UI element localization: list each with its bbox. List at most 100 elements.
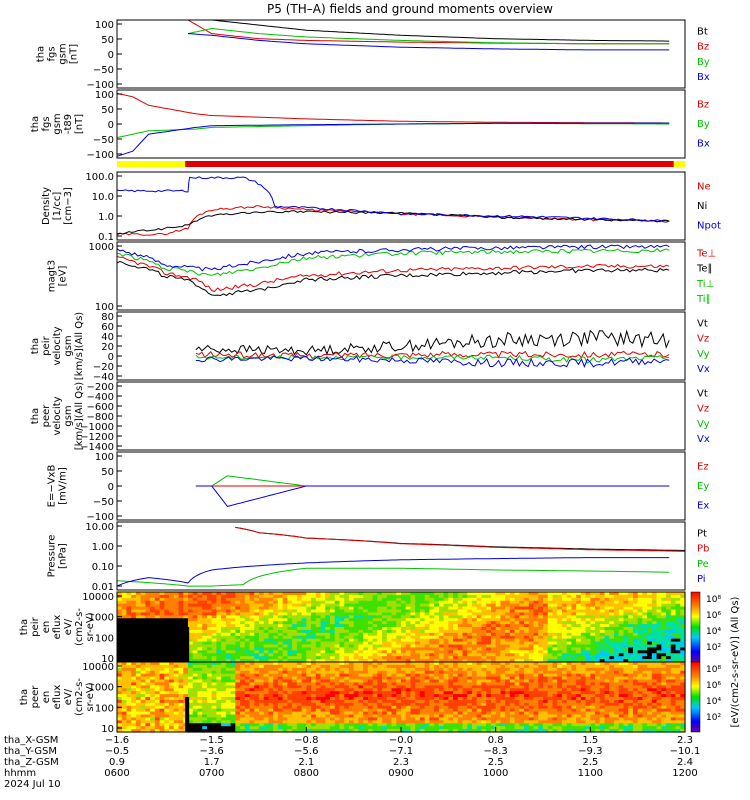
ytick-label: 0 xyxy=(108,482,114,493)
ylabel-line: tha xyxy=(30,408,41,424)
ylabel-line: [nT] xyxy=(69,44,80,64)
ytick-label: −40 xyxy=(93,372,114,383)
xtick-xgsm: 1.5 xyxy=(582,735,598,746)
legend-Bx: Bx xyxy=(697,72,710,83)
ytick-label: −100 xyxy=(87,80,114,91)
xtick-hhmm: 1100 xyxy=(578,768,603,779)
ylabel-line: tha xyxy=(30,338,41,354)
ytick-label: 10 xyxy=(101,654,114,665)
ylabel-line: eflux xyxy=(52,685,63,710)
ylabel-line: sr-eV) xyxy=(85,612,96,641)
ytick-label: 20 xyxy=(101,342,114,353)
xtick-zgsm: 2.3 xyxy=(393,757,409,768)
colorbar-tick: 10² xyxy=(706,713,721,723)
legend-Pt: Pt xyxy=(697,529,707,540)
ylabel-line: gsm xyxy=(63,405,74,426)
legend-Bt: Bt xyxy=(697,27,708,38)
ylabel-line: [km/s](All Qs) xyxy=(74,312,85,380)
legend-Ti∥: Ti∥ xyxy=(696,294,711,305)
ylabel-line: peer xyxy=(30,685,41,709)
legend-Pi: Pi xyxy=(697,574,706,585)
ytick-label: −1000 xyxy=(80,422,114,433)
ylabel-line: (cm2-s- xyxy=(74,678,85,716)
ytick-label: 1000 xyxy=(89,242,114,253)
ytick-label: 0 xyxy=(108,120,114,131)
legend-Bx: Bx xyxy=(697,138,710,149)
colorbar-tick: 10⁴ xyxy=(706,697,721,707)
colorbar-1 xyxy=(690,661,701,733)
panel-frame-peer_velocity xyxy=(116,381,686,451)
ylabel-line: Density xyxy=(41,187,52,225)
ytick-label: −800 xyxy=(87,412,114,423)
ylabel-line: gsm xyxy=(63,335,74,356)
spectrogram-8 xyxy=(117,592,686,663)
series-pressure-Pb xyxy=(235,526,686,552)
legend-Vx: Vx xyxy=(697,364,710,375)
legend-Vx: Vx xyxy=(697,434,710,445)
ytick-label: 10.0 xyxy=(92,192,114,203)
ytick-label: 1000 xyxy=(89,683,114,694)
ytick-label: 100 xyxy=(95,302,114,313)
legend-Ne: Ne xyxy=(697,182,711,193)
legend-Pb: Pb xyxy=(697,544,709,555)
series-magt3-Ti∥ xyxy=(116,244,670,272)
legend-Te⊥: Te⊥ xyxy=(696,249,716,260)
xtick-hhmm: 0700 xyxy=(199,768,224,779)
xtick-zgsm: 1.7 xyxy=(204,757,220,768)
xtick-xgsm: −0.8 xyxy=(294,735,318,746)
xtick-xgsm: −1.5 xyxy=(200,735,224,746)
series-tha-fgs-gsm-t89-Bz xyxy=(116,92,670,124)
ylabel-line: eV/ xyxy=(63,618,74,635)
xtick-ygsm: −9.3 xyxy=(578,746,602,757)
panel-frame-pressure xyxy=(116,521,686,591)
xtick-xgsm: 0.8 xyxy=(488,735,504,746)
ylabel-line: E=−VxB xyxy=(47,465,58,508)
ylabel-line: Pressure xyxy=(47,535,58,578)
ytick-label: 10.00 xyxy=(85,522,114,533)
series-tha-peir-velocity-gsm-Vx xyxy=(195,355,670,368)
ylabel-line: magt3 xyxy=(47,260,58,293)
ylabel-line: [cm−3] xyxy=(63,187,74,225)
series-tha-fgs-gsm-Bx xyxy=(187,33,670,51)
series-density-Npot xyxy=(116,176,670,223)
ylabel-line: tha xyxy=(36,46,47,62)
ytick-label: −100 xyxy=(87,150,114,161)
mode-bar-fast xyxy=(185,161,674,167)
ytick-label: −1200 xyxy=(80,432,114,443)
ytick-label: 0.1 xyxy=(98,232,114,243)
panel-frame-temperature xyxy=(116,241,686,311)
ytick-label: −20 xyxy=(93,362,114,373)
ytick-label: 1.00 xyxy=(92,542,114,553)
ytick-label: 0.01 xyxy=(92,582,114,593)
xtick-zgsm: 2.5 xyxy=(488,757,504,768)
ytick-label: −200 xyxy=(87,382,114,393)
legend-Vy: Vy xyxy=(697,349,710,360)
series-layer xyxy=(116,19,686,587)
legend-Pe: Pe xyxy=(697,559,709,570)
ytick-label: −50 xyxy=(93,497,114,508)
ytick-label: −600 xyxy=(87,402,114,413)
series-pressure-Pi xyxy=(116,557,670,587)
xtick-xgsm: −1.6 xyxy=(105,735,129,746)
colorbar-tick: 10⁶ xyxy=(706,681,721,691)
legend-Ez: Ez xyxy=(697,462,709,473)
ylabel-line: tha xyxy=(19,619,30,635)
series-density-Ne xyxy=(116,205,670,236)
legend-Vt: Vt xyxy=(697,389,708,400)
xtick-hhmm: 1200 xyxy=(672,768,697,779)
ylabel-line: peir xyxy=(30,616,41,636)
legend-Npot: Npot xyxy=(697,220,721,231)
plot-title: P5 (TH–A) fields and ground moments over… xyxy=(267,2,553,16)
ytick-label: −50 xyxy=(93,65,114,76)
ytick-label: 100 xyxy=(95,20,114,31)
ytick-label: 50 xyxy=(101,467,114,478)
legend-Vy: Vy xyxy=(697,419,710,430)
ytick-label: −400 xyxy=(87,392,114,403)
ylabel-line: [mV/m] xyxy=(58,467,69,505)
xtick-zgsm: 0.9 xyxy=(109,757,125,768)
legend-By: By xyxy=(697,57,710,68)
xaxis-row-label: 2024 Jul 10 xyxy=(4,779,61,790)
ytick-label: 0 xyxy=(108,352,114,363)
